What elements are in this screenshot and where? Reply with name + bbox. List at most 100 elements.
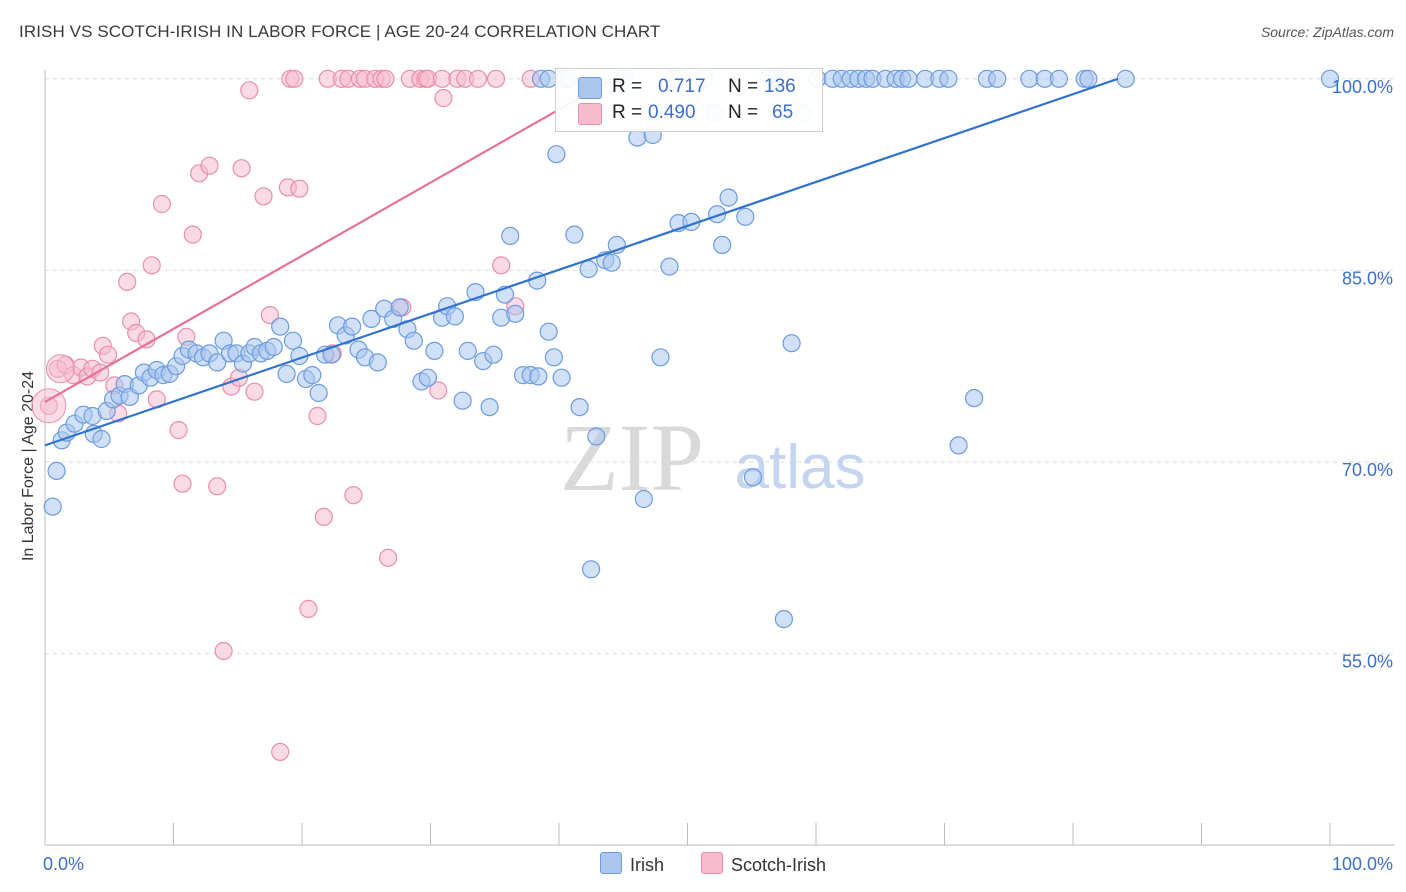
- data-point: [743, 468, 763, 487]
- data-point: [314, 507, 333, 527]
- data-point: [949, 436, 968, 455]
- data-point: [988, 69, 1007, 88]
- x-tick-label: 0.0%: [43, 854, 84, 874]
- data-point: [379, 548, 398, 567]
- source-label: Source: ZipAtlas.com: [1260, 24, 1394, 40]
- data-point: [173, 474, 192, 493]
- data-point: [47, 461, 66, 480]
- data-point: [501, 226, 520, 245]
- data-point: [445, 307, 464, 326]
- legend-scotch-swatch: [701, 852, 723, 874]
- scotch-r-value: 0.490: [648, 102, 696, 123]
- data-point: [142, 256, 161, 275]
- legend-irish-swatch: [600, 852, 622, 874]
- data-point: [433, 69, 452, 88]
- data-point: [254, 187, 273, 206]
- irish-r-label: R =: [612, 76, 643, 97]
- data-point: [529, 367, 548, 386]
- legend-irish-label: Irish: [630, 855, 665, 875]
- data-point: [736, 207, 755, 226]
- data-point: [232, 159, 251, 178]
- data-point: [468, 69, 488, 88]
- data-point: [376, 69, 395, 88]
- tick-labels: 55.0% 70.0% 85.0% 100.0% 0.0% 100.0%: [43, 77, 1393, 874]
- data-point: [602, 253, 621, 272]
- data-point: [660, 257, 679, 276]
- correlation-legend: R = 0.717 N = 136 R = 0.490 N = 65: [555, 68, 823, 132]
- legend-item-scotch: Scotch-Irish: [701, 852, 826, 876]
- data-point: [277, 364, 296, 383]
- data-point: [587, 427, 606, 446]
- x-tick-label: 100.0%: [1332, 854, 1393, 874]
- data-point: [707, 205, 727, 224]
- watermark: ZIP atlas: [560, 404, 865, 511]
- scotch-irish-trend-line: [44, 77, 614, 403]
- data-point: [183, 225, 202, 244]
- scotch-n-value: 65: [772, 102, 794, 123]
- irish-n-value: 136: [764, 76, 796, 97]
- data-point: [271, 317, 290, 336]
- data-point: [285, 69, 304, 88]
- data-point: [45, 354, 75, 384]
- data-point: [570, 398, 589, 417]
- data-point: [404, 331, 423, 350]
- data-point: [547, 145, 566, 164]
- data-point: [651, 348, 670, 367]
- data-point: [283, 331, 303, 350]
- irish-swatch: [578, 77, 602, 99]
- data-point: [1116, 69, 1135, 88]
- data-point: [579, 260, 598, 279]
- data-point: [152, 194, 171, 214]
- y-tick-label: 70.0%: [1342, 460, 1393, 480]
- data-point: [343, 317, 362, 336]
- data-point: [98, 345, 118, 364]
- data-point: [581, 560, 601, 579]
- watermark-zip: ZIP: [560, 404, 704, 511]
- data-point: [260, 306, 279, 325]
- data-point: [1020, 69, 1039, 88]
- data-point: [1320, 69, 1340, 88]
- data-point: [418, 368, 437, 387]
- data-point: [899, 69, 918, 88]
- data-point: [484, 345, 503, 364]
- scotch-swatch: [578, 103, 602, 125]
- data-point: [299, 599, 318, 619]
- legend-scotch-label: Scotch-Irish: [731, 855, 827, 875]
- data-point: [362, 309, 381, 328]
- data-point: [486, 69, 506, 88]
- data-point: [782, 334, 801, 353]
- chart-title: IRISH VS SCOTCH-IRISH IN LABOR FORCE | A…: [19, 22, 661, 41]
- data-point: [964, 389, 984, 408]
- data-point: [390, 298, 409, 317]
- data-point: [245, 382, 264, 401]
- data-point: [713, 235, 732, 254]
- data-point: [458, 341, 477, 360]
- data-point: [429, 381, 448, 400]
- irish-r-value: 0.717: [658, 76, 706, 97]
- data-point: [453, 391, 472, 410]
- scotch-r-label: R =: [612, 102, 643, 123]
- data-point: [552, 368, 571, 387]
- data-point: [240, 81, 259, 100]
- data-point: [634, 489, 653, 509]
- data-point: [368, 353, 387, 372]
- trend-lines: [44, 77, 1119, 447]
- y-tick-label: 85.0%: [1342, 268, 1393, 288]
- data-point: [43, 497, 62, 516]
- irish-points: [43, 69, 1340, 629]
- data-point: [308, 406, 327, 426]
- data-point: [322, 345, 341, 364]
- irish-n-label: N =: [728, 76, 759, 97]
- data-point: [309, 383, 328, 403]
- axes: [44, 70, 1395, 846]
- data-point: [208, 353, 227, 372]
- data-point: [271, 742, 290, 762]
- irish-trend-line: [44, 77, 1119, 447]
- data-point: [425, 341, 444, 360]
- data-point: [544, 348, 564, 367]
- watermark-atlas: atlas: [735, 433, 866, 502]
- data-point: [719, 188, 738, 207]
- data-point: [303, 366, 322, 385]
- data-point: [92, 429, 111, 449]
